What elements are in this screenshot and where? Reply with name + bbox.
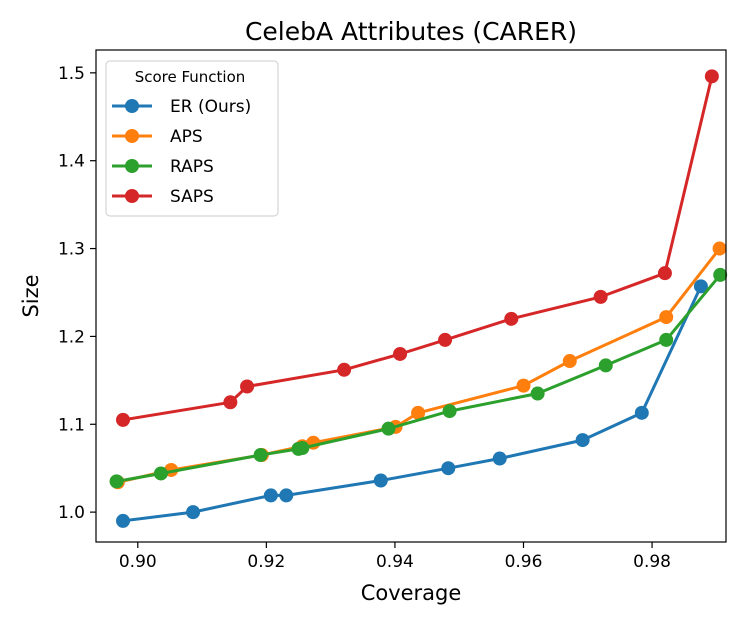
data-point-saps	[438, 332, 453, 347]
legend-label-er-ours: ER (Ours)	[170, 97, 251, 117]
legend: Score Function ER (Ours) APS RAPS SAPS	[105, 60, 279, 217]
data-point-raps	[109, 474, 124, 489]
data-point-er-ours	[441, 461, 456, 476]
y-tick-label: 1.4	[58, 152, 85, 172]
y-tick-label: 1.0	[58, 503, 85, 523]
data-point-er-ours	[634, 405, 649, 420]
data-point-raps	[530, 386, 545, 401]
data-point-saps	[504, 311, 519, 326]
plot-frame	[95, 49, 727, 543]
data-point-er-ours	[263, 488, 278, 503]
x-tick-label: 0.96	[505, 552, 543, 572]
series-raps	[109, 267, 728, 489]
legend-marker-aps	[125, 129, 139, 143]
series-line-er-ours	[122, 285, 703, 523]
data-point-saps	[337, 362, 352, 377]
data-point-er-ours	[693, 279, 708, 294]
data-point-aps	[411, 405, 426, 420]
data-point-saps	[593, 289, 608, 304]
data-point-raps	[442, 404, 457, 419]
data-point-er-ours	[492, 451, 507, 466]
x-tick-label: 0.94	[376, 552, 414, 572]
data-point-saps	[116, 412, 130, 427]
x-tick-label: 0.90	[119, 552, 157, 572]
x-tick-label: 0.98	[633, 552, 671, 572]
series-line-saps	[122, 76, 714, 422]
data-point-aps	[712, 241, 727, 256]
y-axis-label: Size	[19, 274, 43, 317]
y-tick-label: 1.2	[58, 327, 85, 347]
data-point-aps	[659, 310, 674, 325]
legend-entries: ER (Ours) APS RAPS SAPS	[112, 97, 251, 207]
y-axis: 1.0 1.1 1.2 1.3 1.4 1.5	[58, 64, 96, 523]
data-point-er-ours	[279, 488, 294, 503]
legend-marker-raps	[125, 159, 139, 173]
y-tick-label: 1.1	[58, 415, 85, 435]
data-point-raps	[713, 267, 728, 282]
x-axis: 0.90 0.92 0.94 0.96 0.98	[119, 542, 671, 572]
data-point-raps	[598, 358, 613, 373]
data-point-saps	[704, 69, 719, 84]
series-er-ours	[116, 279, 708, 528]
data-point-er-ours	[575, 433, 590, 448]
data-point-saps	[240, 379, 255, 394]
x-axis-label: Coverage	[361, 581, 462, 605]
data-point-raps	[153, 466, 168, 481]
plot-area	[95, 49, 728, 543]
legend-marker-er-ours	[125, 99, 139, 113]
y-tick-label: 1.3	[58, 240, 85, 260]
x-tick-label: 0.92	[247, 552, 285, 572]
data-point-raps	[381, 421, 396, 436]
data-point-raps	[253, 448, 268, 463]
legend-box	[105, 60, 279, 217]
legend-title: Score Function	[135, 68, 246, 86]
data-point-aps	[562, 354, 577, 369]
legend-marker-saps	[125, 189, 139, 203]
data-point-er-ours	[186, 505, 201, 520]
chart-title: CelebA Attributes (CARER)	[245, 17, 577, 46]
data-point-raps	[295, 440, 310, 455]
data-point-saps	[223, 395, 238, 410]
data-point-aps	[516, 378, 531, 393]
data-point-er-ours	[116, 513, 130, 528]
series-layer	[109, 69, 728, 528]
data-point-saps	[657, 266, 672, 281]
y-tick-label: 1.5	[58, 64, 85, 84]
legend-label-saps: SAPS	[170, 187, 214, 207]
data-point-er-ours	[373, 473, 388, 488]
series-saps	[116, 69, 719, 427]
data-point-raps	[659, 332, 674, 347]
legend-label-aps: APS	[170, 127, 203, 147]
data-point-saps	[393, 346, 408, 361]
legend-label-raps: RAPS	[170, 157, 214, 177]
